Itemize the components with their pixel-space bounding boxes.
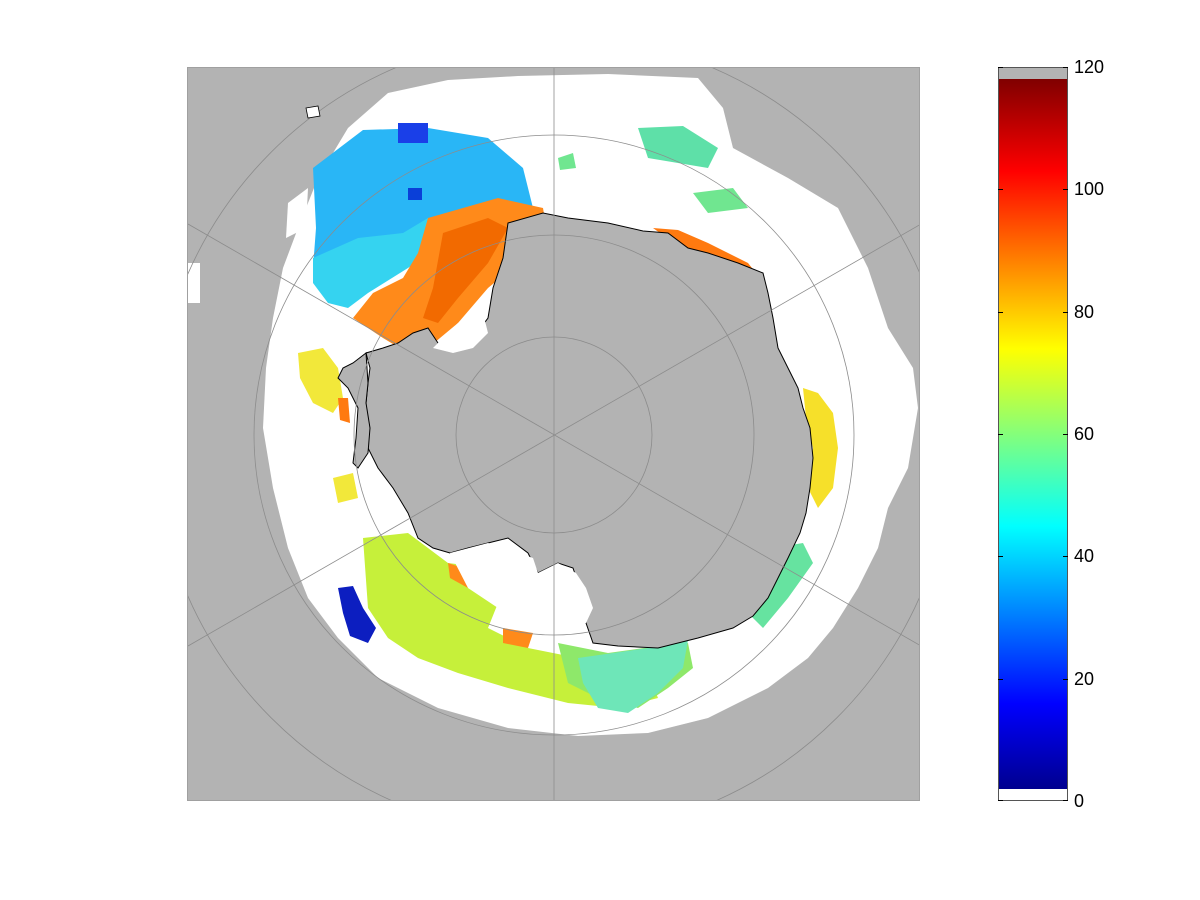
ice-fragment-left xyxy=(188,263,200,303)
colorbar-tick-mark xyxy=(1063,311,1068,313)
weddell-ice-shelf xyxy=(433,313,488,353)
colorbar-tick-mark xyxy=(1063,556,1068,558)
colorbar-tick-label: 100 xyxy=(1074,179,1105,200)
ice-patch-yellow-small xyxy=(333,473,358,503)
colorbar-tick-mark xyxy=(998,800,1003,801)
ice-patch-ross-cyan xyxy=(578,640,688,713)
colorbar-tick-label: 0 xyxy=(1074,791,1085,811)
colorbar-tick-mark xyxy=(1063,67,1068,68)
colorbar-tick-mark xyxy=(1063,678,1068,680)
ice-fragment xyxy=(286,188,308,238)
colorbar-scale xyxy=(999,79,1067,789)
colorbar-tick-mark xyxy=(1063,800,1068,801)
ross-ice-shelf xyxy=(450,543,593,628)
colorbar-tick-mark xyxy=(998,678,1003,680)
island-outline xyxy=(305,105,321,119)
map-canvas xyxy=(188,68,919,800)
ice-patch-east-yellow xyxy=(803,388,838,508)
ice-patch-east-green xyxy=(748,543,813,628)
ice-patch-weddell-darkorange xyxy=(423,218,508,323)
colorbar-tick-label: 40 xyxy=(1074,546,1095,567)
colorbar-bottom-cap xyxy=(999,789,1067,800)
colorbar-tick-label: 60 xyxy=(1074,424,1095,444)
colorbar-tick-mark xyxy=(998,189,1003,191)
colorbar-tick-label: 80 xyxy=(1074,301,1095,322)
ice-patch-blue-edge xyxy=(398,123,428,143)
colorbar-tick-mark xyxy=(998,556,1003,558)
colorbar-tick-mark xyxy=(998,311,1003,313)
colorbar-gradient xyxy=(999,68,1067,800)
ice-patch-indian-cyan xyxy=(638,126,718,168)
colorbar xyxy=(998,67,1068,801)
ice-patch-green-small xyxy=(558,153,576,170)
ice-patch-peninsula-orange xyxy=(338,398,350,423)
graticule xyxy=(188,68,919,800)
colorbar-tick-mark xyxy=(998,67,1003,68)
colorbar-tick-mark xyxy=(998,434,1003,435)
colorbar-tick-label: 120 xyxy=(1074,57,1105,77)
colorbar-tick-mark xyxy=(1063,189,1068,191)
ice-patch-bellingshausen-yellow xyxy=(298,348,343,413)
ice-patch-green xyxy=(693,188,748,213)
colorbar-tick-label: 20 xyxy=(1074,668,1095,689)
ice-patch-amundsen-darkblue xyxy=(338,586,376,643)
colorbar-top-cap xyxy=(999,68,1067,79)
ice-patch-dark-blue xyxy=(408,188,422,200)
colorbar-tick-mark xyxy=(1063,434,1068,435)
sea-ice-map xyxy=(187,67,920,801)
